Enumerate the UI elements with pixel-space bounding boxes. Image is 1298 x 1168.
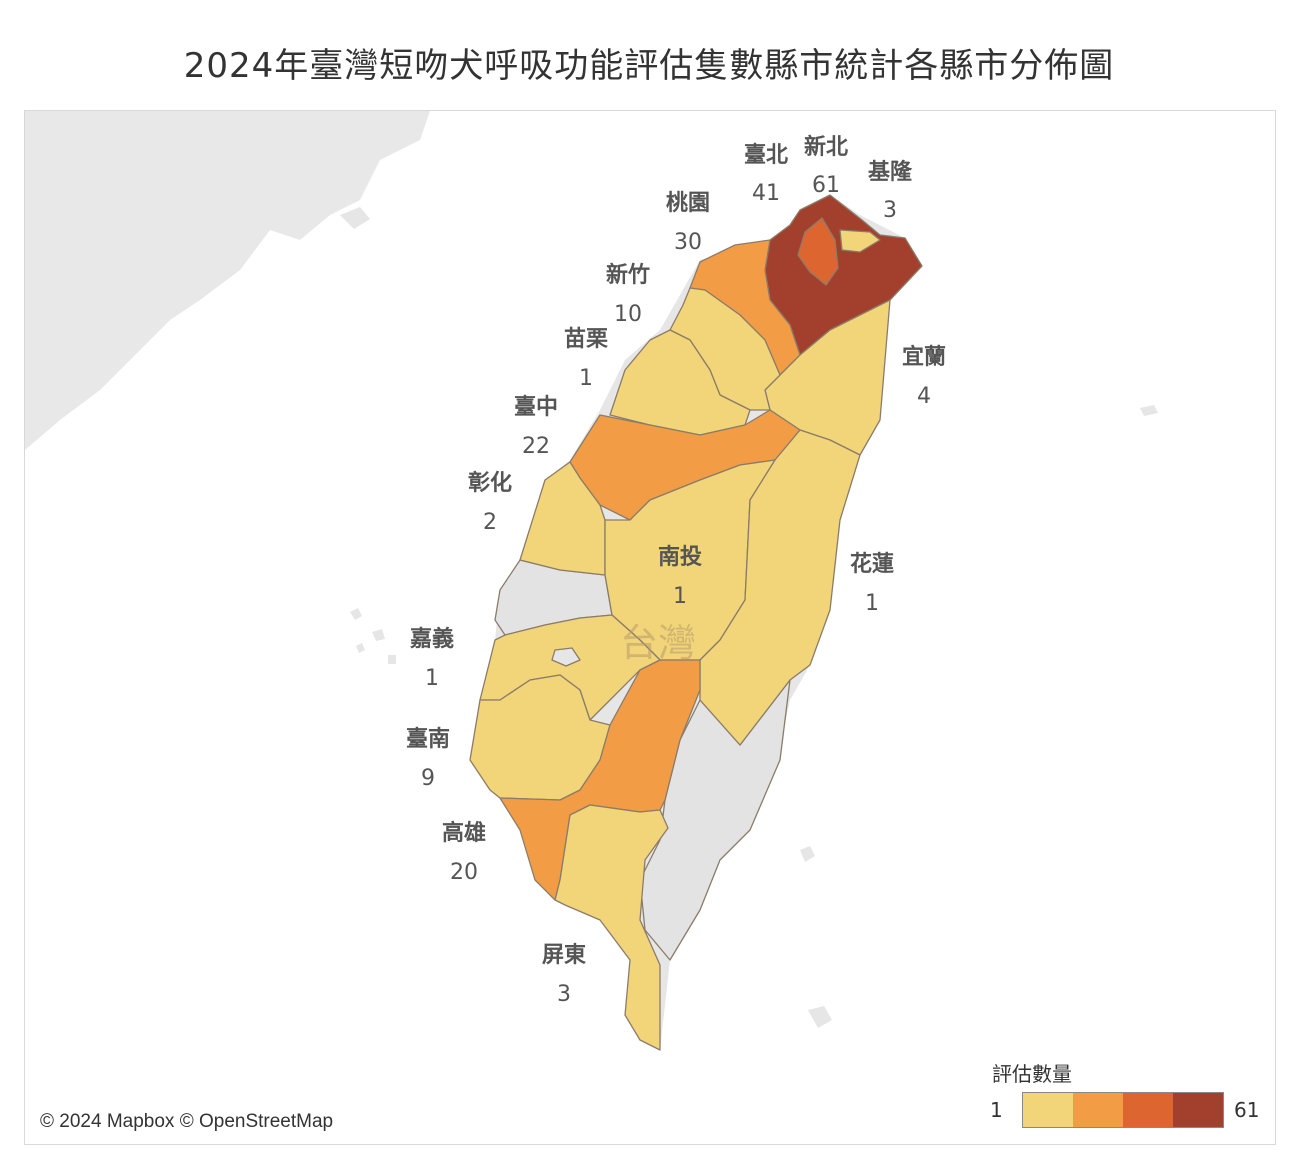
svg-text:41: 41 <box>752 181 780 206</box>
svg-text:高雄: 高雄 <box>442 820 486 846</box>
svg-text:臺中: 臺中 <box>514 395 558 420</box>
region-taipei[interactable] <box>797 217 839 286</box>
svg-text:嘉義: 嘉義 <box>410 626 454 652</box>
legend-swatch <box>1023 1093 1073 1127</box>
svg-text:臺南: 臺南 <box>406 727 450 752</box>
svg-text:1: 1 <box>579 366 593 391</box>
region-pingtung[interactable] <box>554 804 669 1051</box>
label-changhua: 彰化 2 <box>468 470 512 535</box>
mainland-islet <box>340 207 370 229</box>
svg-text:20: 20 <box>450 860 478 885</box>
legend-min-label: 1 <box>990 1098 1003 1122</box>
orchid-island <box>808 1006 832 1028</box>
label-xinbei: 新北 61 <box>804 134 848 198</box>
svg-text:臺北: 臺北 <box>744 143 788 168</box>
map-attribution[interactable]: © 2024 Mapbox © OpenStreetMap <box>34 1108 340 1136</box>
svg-text:新竹: 新竹 <box>606 262 650 288</box>
label-hsinchu: 新竹 10 <box>606 262 650 327</box>
legend-swatch <box>1073 1093 1123 1127</box>
svg-text:22: 22 <box>522 434 550 459</box>
svg-text:2: 2 <box>483 510 497 535</box>
label-tainan: 臺南 9 <box>406 727 450 791</box>
region-keelung[interactable] <box>839 229 881 253</box>
penghu-islets <box>350 608 396 664</box>
svg-text:基隆: 基隆 <box>868 160 913 185</box>
basemap-label: 台灣 <box>620 621 696 665</box>
label-miaoli: 苗栗 1 <box>564 327 608 391</box>
svg-text:1: 1 <box>673 584 687 609</box>
svg-text:4: 4 <box>917 384 931 409</box>
turtle-island <box>1140 405 1158 416</box>
svg-text:苗栗: 苗栗 <box>564 327 608 352</box>
color-legend <box>1022 1092 1224 1128</box>
svg-text:3: 3 <box>883 198 897 223</box>
svg-text:屏東: 屏東 <box>542 943 586 968</box>
region-chiayi-city[interactable] <box>551 647 581 667</box>
county-labels: 臺北 41 新北 61 基隆 3 桃園 30 新竹 10 苗栗 1 宜蘭 4 臺中 22 彰化 2… <box>406 134 946 1007</box>
label-nantou: 南投 1 <box>658 545 702 609</box>
svg-text:宜蘭: 宜蘭 <box>902 344 946 370</box>
label-kaohsiung: 高雄 20 <box>442 820 486 885</box>
label-hualien: 花蓮 1 <box>850 551 894 616</box>
region-hualien[interactable] <box>699 429 861 746</box>
legend-title: 評估數量 <box>992 1062 1072 1086</box>
legend-swatch <box>1173 1093 1223 1127</box>
svg-text:桃園: 桃園 <box>666 191 710 216</box>
green-island <box>800 846 815 862</box>
label-pingtung: 屏東 3 <box>542 943 586 1007</box>
page-title: 2024年臺灣短吻犬呼吸功能評估隻數縣市統計各縣市分佈圖 <box>183 46 1115 86</box>
legend-max-label: 61 <box>1234 1098 1260 1122</box>
svg-text:花蓮: 花蓮 <box>850 551 894 577</box>
svg-text:10: 10 <box>614 302 642 327</box>
legend-swatch <box>1123 1093 1173 1127</box>
svg-text:9: 9 <box>421 766 435 791</box>
label-keelung: 基隆 3 <box>868 160 913 223</box>
svg-text:3: 3 <box>557 982 571 1007</box>
svg-text:彰化: 彰化 <box>468 470 512 496</box>
label-chiayi: 嘉義 1 <box>410 626 454 691</box>
svg-text:新北: 新北 <box>804 134 848 160</box>
svg-text:1: 1 <box>425 666 439 691</box>
county-regions <box>469 194 923 1051</box>
svg-text:61: 61 <box>812 173 840 198</box>
mainland-coast <box>25 111 430 450</box>
svg-text:30: 30 <box>674 230 702 255</box>
label-taichung: 臺中 22 <box>514 395 558 459</box>
svg-text:南投: 南投 <box>658 545 702 570</box>
svg-text:1: 1 <box>865 591 879 616</box>
label-taipei: 臺北 41 <box>744 143 788 206</box>
label-yilan: 宜蘭 4 <box>902 344 946 409</box>
label-taoyuan: 桃園 30 <box>666 191 710 255</box>
